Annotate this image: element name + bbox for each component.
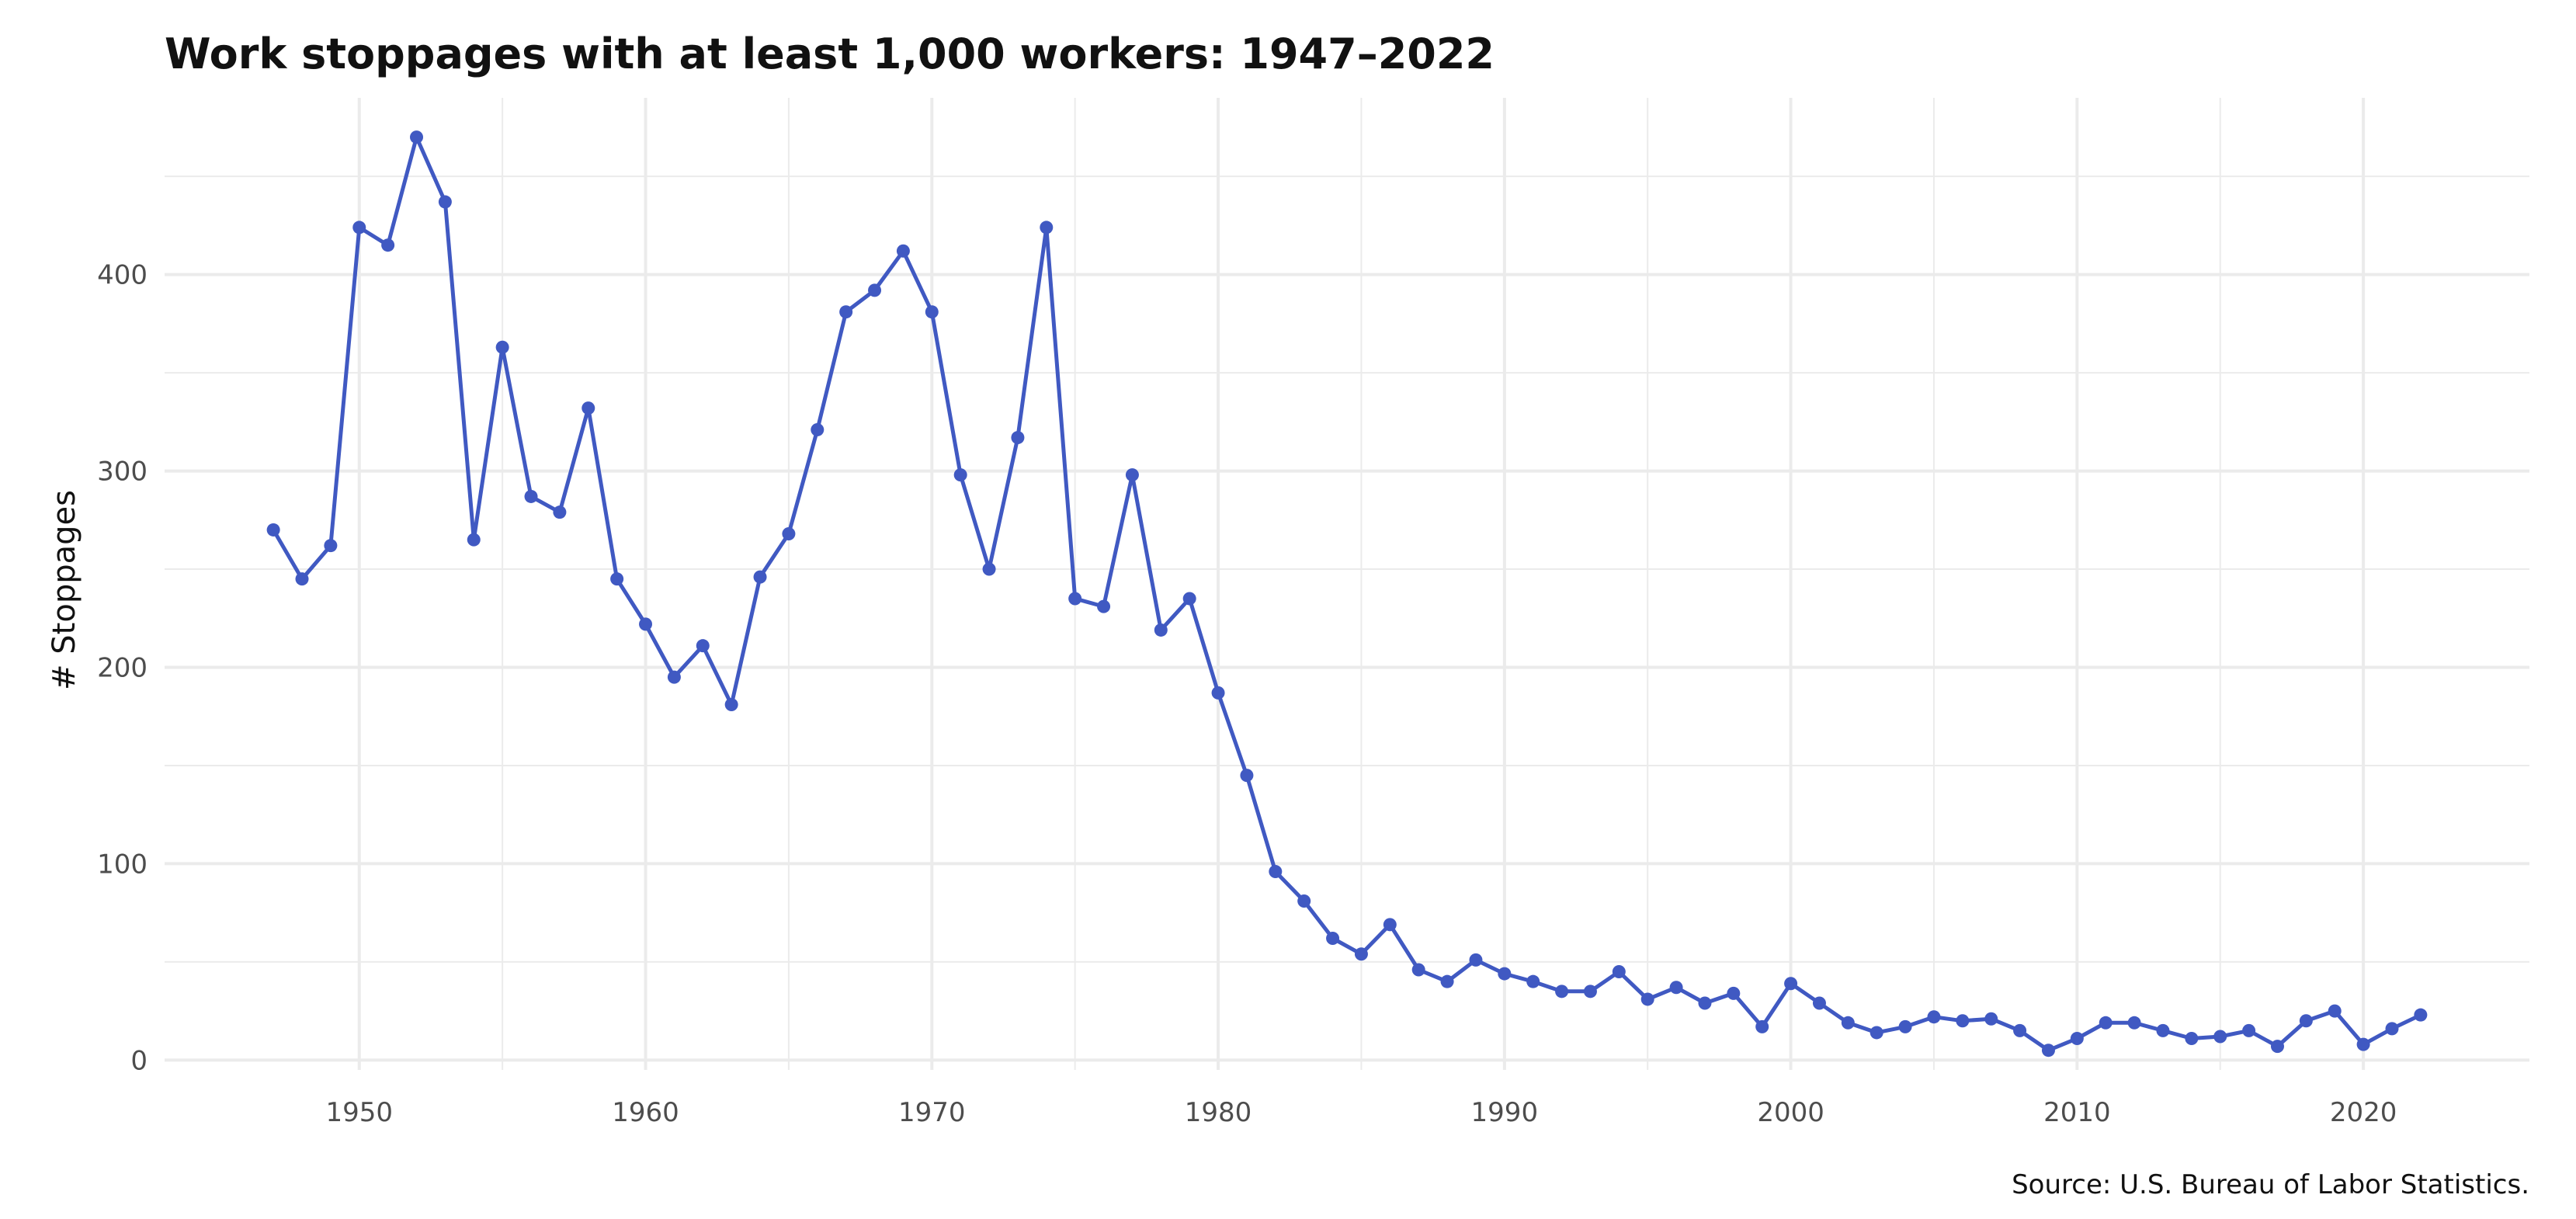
data-point: [2013, 1023, 2027, 1037]
data-point: [582, 401, 595, 415]
data-point: [410, 130, 424, 144]
data-point: [1125, 468, 1139, 482]
data-point: [2041, 1044, 2055, 1058]
data-point: [1669, 981, 1683, 995]
data-point: [1956, 1014, 1970, 1028]
data-point: [2414, 1008, 2428, 1022]
data-point: [1383, 918, 1397, 932]
data-point: [2099, 1016, 2113, 1030]
data-point: [2185, 1032, 2199, 1046]
data-point: [1211, 686, 1225, 700]
data-point: [2127, 1016, 2141, 1030]
series-stoppages: [266, 130, 2428, 1058]
data-point: [1154, 623, 1168, 637]
data-point: [1526, 974, 1540, 988]
x-tick-label: 2000: [1757, 1097, 1824, 1128]
data-point: [295, 572, 309, 586]
data-point: [495, 340, 509, 354]
data-point: [1269, 865, 1283, 879]
data-point: [1984, 1012, 1998, 1026]
data-point: [1040, 221, 1054, 234]
data-point: [639, 617, 653, 631]
data-point: [1469, 953, 1483, 967]
series-line: [271, 135, 2423, 1053]
data-point: [438, 195, 452, 209]
data-point: [2156, 1023, 2170, 1037]
source-note: Source: U.S. Bureau of Labor Statistics.: [2012, 1169, 2529, 1200]
data-point: [1440, 974, 1454, 988]
data-point: [1784, 977, 1798, 991]
data-point: [1555, 985, 1569, 998]
x-tick-label: 1950: [325, 1097, 393, 1128]
data-point: [953, 468, 967, 482]
data-point: [610, 572, 624, 586]
data-point: [2242, 1023, 2256, 1037]
data-point: [2213, 1030, 2227, 1044]
data-point: [1326, 932, 1340, 946]
data-point: [753, 570, 767, 584]
x-axis-tick-labels: 1950 1960 1970 1980 1990 2000 2010 2020: [325, 1097, 2397, 1128]
data-point: [1411, 963, 1425, 977]
data-point: [2328, 1004, 2342, 1018]
y-axis-tick-labels: 0 100 200 300 400: [97, 260, 148, 1077]
data-point: [381, 238, 395, 252]
data-point: [1240, 769, 1254, 783]
data-point: [782, 527, 796, 541]
x-tick-label: 2020: [2330, 1097, 2397, 1128]
x-tick-label: 1960: [612, 1097, 679, 1128]
data-point: [1612, 965, 1626, 979]
data-point: [1068, 592, 1082, 606]
data-point: [553, 505, 567, 519]
data-point: [2270, 1040, 2284, 1054]
data-point: [1698, 996, 1712, 1010]
data-point: [1011, 431, 1025, 445]
y-tick-label: 300: [97, 457, 148, 488]
data-point: [1498, 967, 1512, 981]
data-point: [1870, 1026, 1883, 1040]
y-tick-label: 400: [97, 260, 148, 291]
data-point: [724, 698, 738, 712]
data-point: [868, 283, 882, 297]
data-point: [2299, 1014, 2313, 1028]
data-point: [1927, 1010, 1941, 1024]
data-point: [925, 305, 939, 319]
data-point: [1755, 1019, 1769, 1033]
x-tick-label: 1990: [1471, 1097, 1539, 1128]
data-point: [467, 533, 481, 547]
data-point: [896, 244, 910, 258]
data-point: [1841, 1016, 1855, 1030]
chart-title: Work stoppages with at least 1,000 worke…: [165, 30, 1495, 78]
y-axis-label: # Stoppages: [47, 490, 82, 690]
y-tick-label: 100: [97, 849, 148, 880]
data-point: [1354, 947, 1368, 961]
data-point: [2356, 1037, 2370, 1051]
data-point: [667, 670, 681, 684]
x-tick-label: 1970: [898, 1097, 966, 1128]
data-point: [1898, 1019, 1912, 1033]
data-point: [982, 562, 996, 576]
data-point: [1097, 599, 1111, 613]
data-point: [1297, 894, 1311, 908]
data-point: [524, 489, 538, 503]
y-tick-label: 0: [130, 1045, 148, 1076]
data-point: [1182, 592, 1196, 606]
data-point: [811, 422, 825, 436]
data-point: [1727, 986, 1741, 1000]
data-point: [352, 221, 366, 234]
data-point: [1583, 985, 1597, 998]
x-tick-label: 2010: [2043, 1097, 2111, 1128]
data-point: [1640, 992, 1654, 1006]
data-point: [839, 305, 853, 319]
data-point: [696, 639, 710, 653]
data-point: [2070, 1032, 2084, 1046]
data-point: [2385, 1022, 2399, 1036]
data-point: [324, 539, 338, 553]
data-point: [1812, 996, 1826, 1010]
y-tick-label: 200: [97, 652, 148, 683]
data-point: [266, 523, 280, 537]
gridlines: [165, 98, 2529, 1070]
x-tick-label: 1980: [1185, 1097, 1252, 1128]
